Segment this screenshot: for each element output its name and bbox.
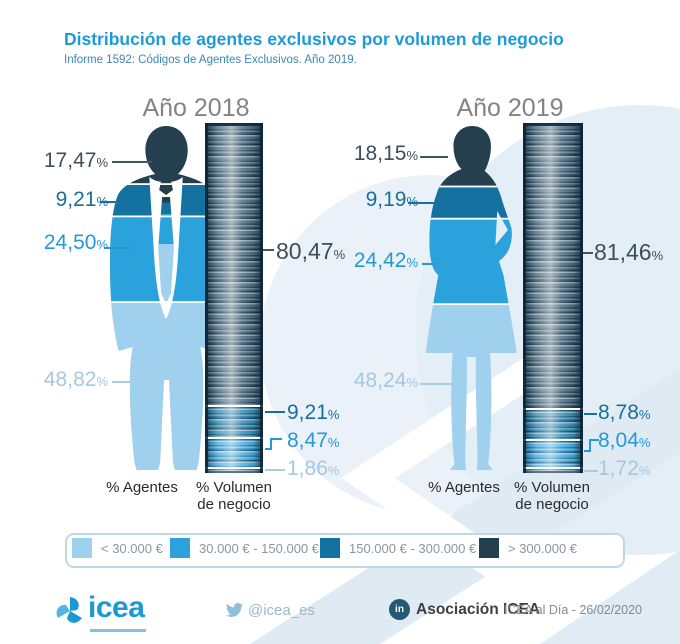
connector-line: [408, 202, 452, 204]
connector-line: [420, 156, 448, 158]
page-title: Distribución de agentes exclusivos por v…: [64, 29, 564, 49]
year-header-2018: Año 2018: [142, 94, 250, 122]
axis-label-volume-line2: de negocio: [515, 496, 589, 514]
legend-swatch: [72, 538, 92, 558]
volume-pct-150k-300k-2018: 9,21%: [287, 401, 340, 424]
volume-pct-over-300k-2018: 80,47%: [276, 238, 346, 264]
connector-line: [270, 438, 272, 450]
agents-pct-under-30k-2018: 48,82%: [43, 368, 108, 391]
linkedin-page-name[interactable]: Asociación ICEA: [416, 601, 541, 618]
connector-line: [104, 247, 130, 249]
volume-pct-30k-150k-2018: 8,47%: [287, 429, 340, 452]
legend-item-over-300k: > 300.000 €: [479, 538, 577, 558]
legend-label: > 300.000 €: [508, 540, 578, 556]
agents-pct-30k-150k-2019: 24,42%: [353, 249, 418, 272]
axis-label-agents-2018: % Agentes: [106, 479, 178, 496]
tie-shape: [158, 181, 174, 304]
volume-pct-150k-300k-2019: 8,78%: [598, 401, 651, 424]
stack-segment-150k-300k: [523, 408, 583, 439]
axis-label-volume-2019: % Volumen de negocio: [512, 479, 592, 514]
connector-line: [420, 383, 456, 385]
axis-label-volume-line2: de negocio: [197, 496, 271, 514]
stack-segment-over-300k: [205, 123, 263, 405]
axis-label-agents-2019: % Agentes: [428, 479, 500, 496]
linkedin-icon[interactable]: in: [389, 599, 410, 620]
legend: [65, 533, 625, 568]
icea-propeller-icon: [56, 597, 82, 623]
connector-line: [422, 263, 436, 265]
volume-coin-stack-2018: [205, 123, 263, 473]
icea-logo-tagline: [90, 629, 146, 632]
agents-pct-over-300k-2018: 17,47%: [43, 149, 108, 172]
stack-segment-over-300k: [523, 123, 583, 409]
connector-line: [265, 469, 285, 471]
edition-date: ICEA al Día - 26/02/2020: [503, 603, 642, 617]
stack-segment-under-30k: [205, 466, 263, 473]
agents-pct-30k-150k-2018: 24,50%: [43, 231, 108, 254]
agents-pct-under-30k-2019: 48,24%: [353, 369, 418, 392]
volume-coin-stack-2019: [523, 123, 583, 473]
agent-figure-female-2019: [425, 126, 517, 470]
legend-item-150k-300k: 150.000 € - 300.000 €: [320, 538, 476, 558]
connector-line: [584, 470, 598, 472]
icea-logo-text[interactable]: icea: [88, 591, 145, 624]
twitter-handle[interactable]: @icea_es: [248, 602, 315, 619]
legend-swatch: [479, 538, 499, 558]
agents-pct-150k-300k-2018: 9,21%: [55, 188, 108, 211]
year-header-2019: Año 2019: [456, 94, 564, 122]
legend-label: < 30.000 €: [101, 540, 163, 556]
connector-line: [584, 413, 597, 415]
legend-swatch: [170, 538, 190, 558]
legend-item-30k-150k: 30.000 € - 150.000 €: [170, 538, 319, 558]
connector-line: [584, 450, 590, 452]
twitter-icon[interactable]: [226, 602, 243, 622]
legend-swatch: [320, 538, 340, 558]
volume-pct-over-300k-2019: 81,46%: [594, 239, 664, 265]
agents-pct-150k-300k-2019: 9,19%: [365, 188, 418, 211]
legend-item-under-30k: < 30.000 €: [72, 538, 163, 558]
connector-line: [270, 438, 282, 440]
agents-pct-over-300k-2019: 18,15%: [353, 142, 418, 165]
volume-pct-under-30k-2018: 1,86%: [287, 457, 340, 480]
axis-label-volume-line1: % Volumen: [196, 479, 272, 496]
axis-label-volume-2018: % Volumen de negocio: [194, 479, 274, 514]
connector-line: [112, 381, 152, 383]
agent-figure-male-2018: [109, 126, 224, 470]
connector-line: [100, 201, 127, 203]
stack-segment-150k-300k: [205, 404, 263, 438]
page-subtitle: Informe 1592: Códigos de Agentes Exclusi…: [64, 54, 357, 66]
legend-label: 150.000 € - 300.000 €: [349, 540, 477, 556]
stack-segment-30k-150k: [205, 436, 263, 467]
connector-line: [583, 252, 593, 254]
icea-logo[interactable]: [55, 596, 85, 631]
connector-line: [589, 439, 591, 452]
legend-label: 30.000 € - 150.000 €: [199, 540, 319, 556]
volume-pct-30k-150k-2019: 8,04%: [598, 429, 651, 452]
connector-line: [263, 249, 274, 251]
volume-pct-under-30k-2019: 1,72%: [598, 457, 651, 480]
connector-line: [265, 411, 285, 413]
stack-segment-30k-150k: [523, 438, 583, 468]
connector-line: [265, 448, 271, 450]
stack-segment-under-30k: [523, 466, 583, 473]
connector-line: [589, 439, 599, 441]
connector-line: [112, 161, 152, 163]
axis-label-volume-line1: % Volumen: [514, 479, 590, 496]
